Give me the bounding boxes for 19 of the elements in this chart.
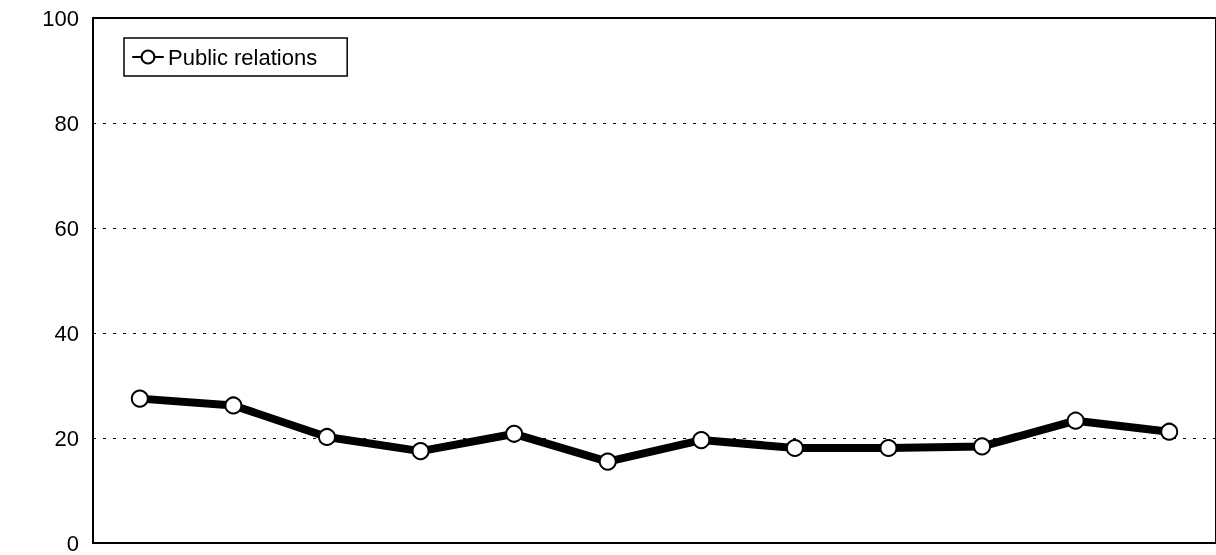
point	[130, 389, 149, 408]
point	[1066, 411, 1085, 430]
point	[973, 437, 992, 456]
point	[317, 427, 336, 446]
legend-label: Public relations	[168, 44, 318, 70]
y-tick-label: 40	[54, 320, 79, 346]
point	[1160, 422, 1179, 441]
point	[224, 396, 243, 415]
y-tick-label: 100	[42, 5, 79, 31]
point	[598, 452, 617, 471]
point	[505, 424, 524, 443]
y-tick-label: 20	[54, 425, 79, 451]
point	[692, 431, 711, 450]
y-tick-label: 60	[54, 215, 79, 241]
point	[411, 442, 430, 461]
y-tick-label: 0	[66, 530, 79, 555]
point	[785, 438, 804, 457]
y-tick-label: 80	[54, 110, 79, 136]
point	[879, 438, 898, 457]
